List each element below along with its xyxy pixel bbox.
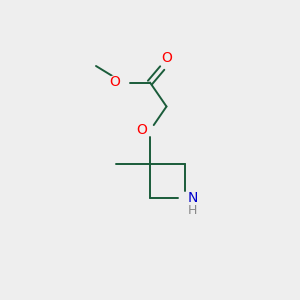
Circle shape <box>186 191 200 205</box>
Text: H: H <box>188 203 198 217</box>
Text: O: O <box>109 76 120 89</box>
Circle shape <box>160 51 173 64</box>
Circle shape <box>186 203 200 217</box>
Circle shape <box>135 124 148 137</box>
Text: N: N <box>188 191 198 205</box>
Circle shape <box>108 76 121 89</box>
Text: O: O <box>136 124 147 137</box>
Text: O: O <box>161 51 172 64</box>
